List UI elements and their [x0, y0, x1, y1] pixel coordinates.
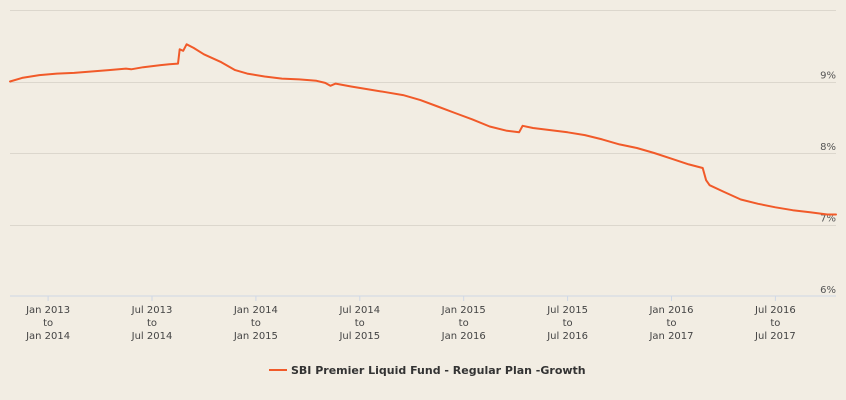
x-tick-label: Jul 2014 — [338, 305, 380, 316]
x-tick-label: to — [43, 318, 53, 329]
x-tick-label: Jul 2017 — [754, 331, 796, 342]
x-tick-label: Jan 2017 — [648, 331, 693, 342]
x-tick-label: Jan 2016 — [441, 331, 486, 342]
gridlines — [10, 10, 836, 226]
y-tick-label: 6% — [820, 285, 836, 296]
legend[interactable]: SBI Premier Liquid Fund - Regular Plan -… — [269, 364, 586, 377]
x-tick-label: Jan 2014 — [25, 331, 70, 342]
x-tick-label: Jan 2016 — [648, 305, 693, 316]
x-tick-label: to — [666, 318, 676, 329]
x-tick-label: to — [147, 318, 157, 329]
x-tick-label: Jul 2014 — [131, 331, 173, 342]
x-tick-label: Jul 2013 — [131, 305, 173, 316]
x-tick-label: Jan 2014 — [233, 305, 278, 316]
y-axis: 9% 8% 7% 6% — [820, 71, 836, 297]
x-axis: Jan 2013 to Jan 2014 Jul 2013 to Jul 2014 Jan … — [25, 296, 796, 342]
x-tick-label: Jul 2016 — [754, 305, 796, 316]
series-line[interactable] — [9, 43, 837, 216]
x-tick-label: Jan 2015 — [441, 305, 486, 316]
x-tick-label: to — [770, 318, 780, 329]
x-tick-label: Jan 2015 — [233, 331, 278, 342]
x-tick-label: Jul 2015 — [546, 305, 588, 316]
x-tick-label: to — [563, 318, 573, 329]
x-tick-label: to — [251, 318, 261, 329]
x-tick-label: to — [459, 318, 469, 329]
y-tick-label: 7% — [820, 214, 836, 225]
series-group — [9, 43, 837, 216]
legend-label: SBI Premier Liquid Fund - Regular Plan -… — [291, 364, 586, 377]
x-tick-label: Jan 2013 — [25, 305, 70, 316]
x-tick-label: Jul 2016 — [546, 331, 588, 342]
x-tick-label: to — [355, 318, 365, 329]
x-tick-label: Jul 2015 — [338, 331, 380, 342]
y-tick-label: 8% — [820, 142, 836, 153]
y-tick-label: 9% — [820, 71, 836, 82]
